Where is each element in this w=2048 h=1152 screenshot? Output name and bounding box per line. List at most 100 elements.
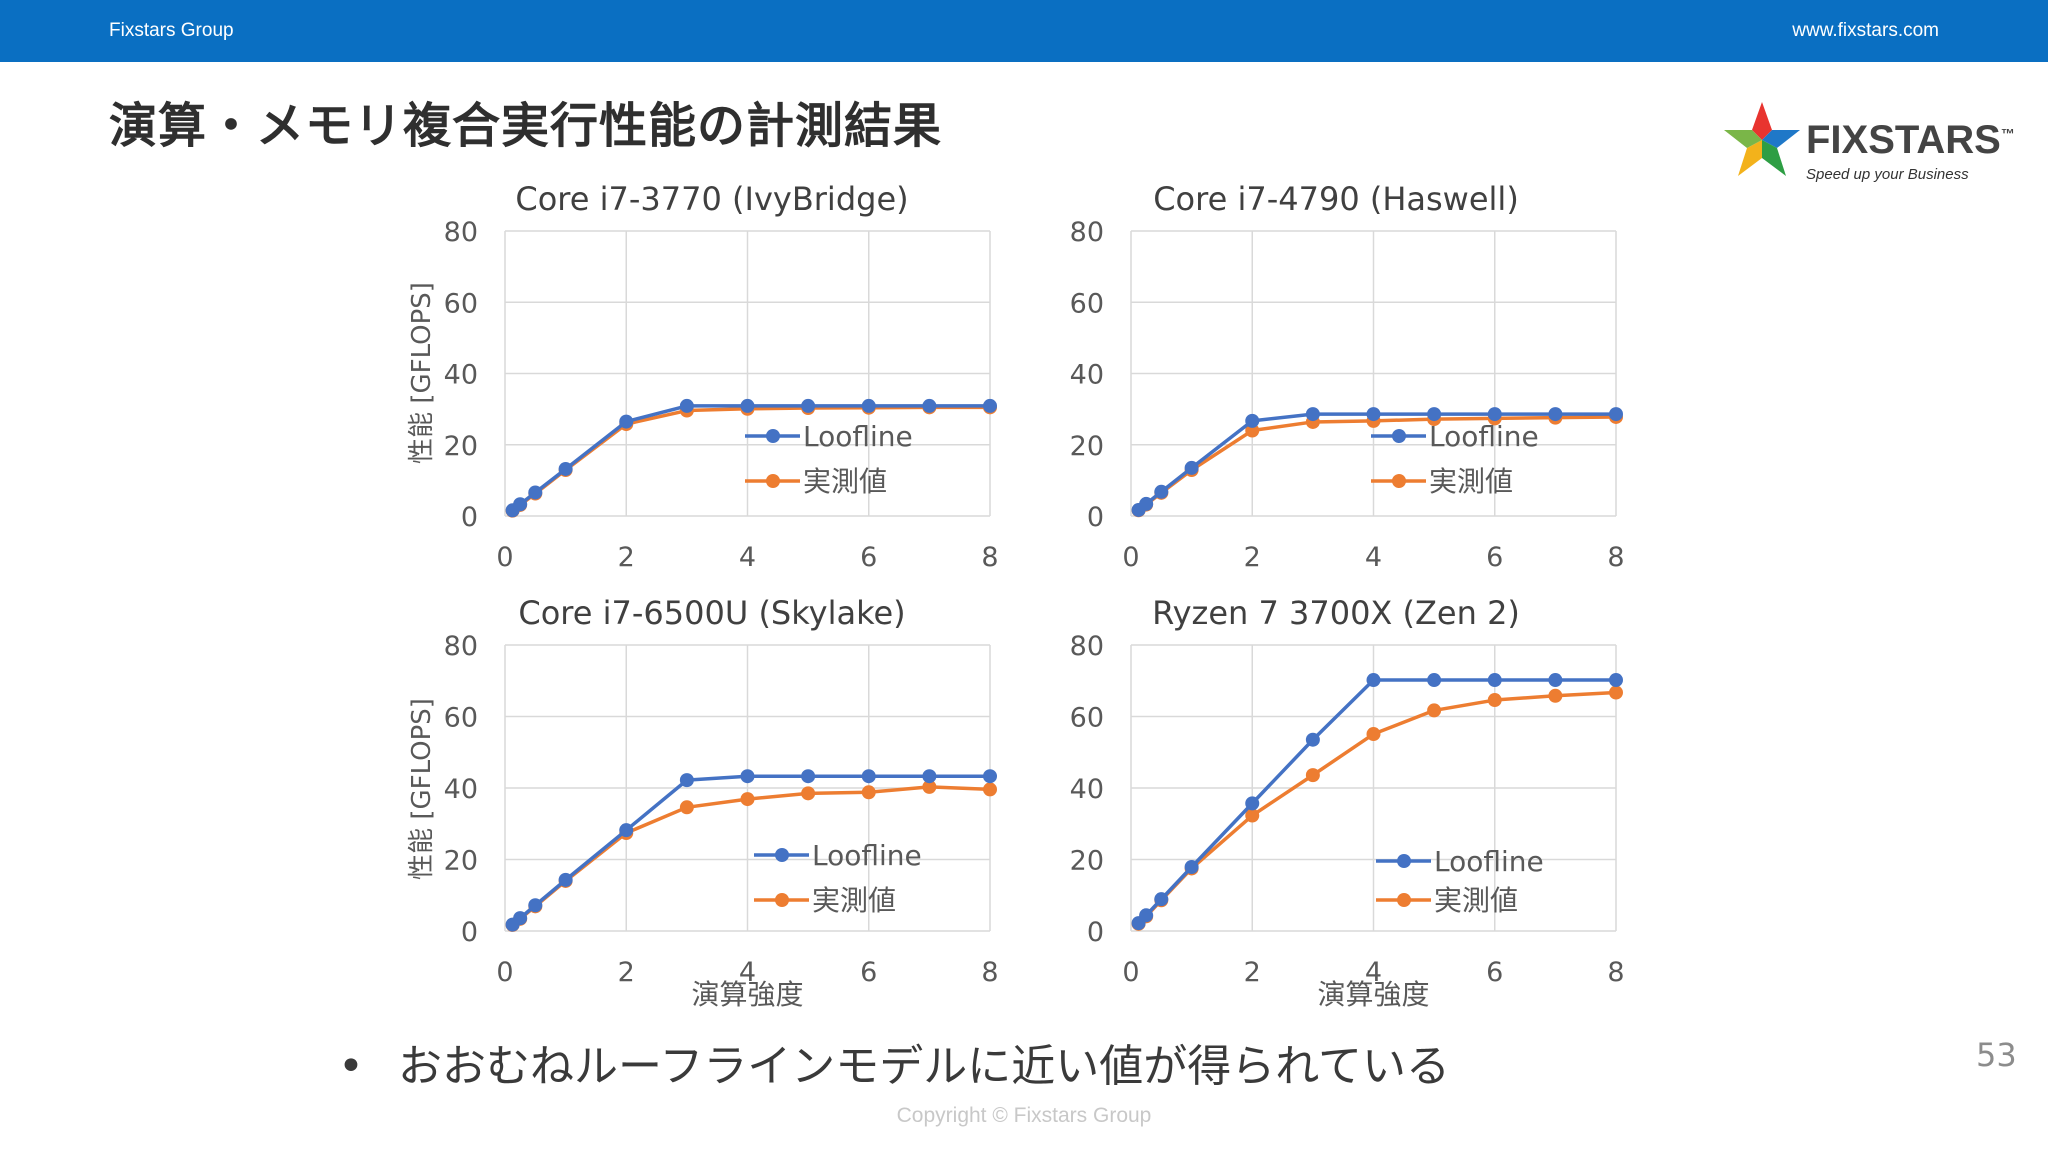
y-tick-label: 40 [1070,360,1104,391]
y-axis-label: 性能 [GFLOPS] [407,698,437,880]
legend-label: Loofline [812,839,922,872]
legend-marker [775,848,789,862]
x-tick-label: 6 [860,957,877,988]
data-point-roofline [983,398,997,413]
data-point-roofline [1184,860,1199,875]
chart-panel-2: 0 20 40 60 80 0 2 4 6 8 Core i7-4790 (Haswell) Loof… [1070,180,1625,573]
x-tick-label: 0 [496,957,513,988]
chart-title: Core i7-4790 (Haswell) [1153,180,1519,218]
copyright: Copyright © Fixstars Group [896,1104,1152,1127]
header-website[interactable]: www.fixstars.com [1792,20,1939,41]
legend-label: Loofline [803,420,913,453]
chart-title: Core i7-6500U (Skylake) [518,594,905,632]
data-point-roofline [1245,413,1260,428]
data-point-measured [679,800,694,815]
fixstars-logo: FIXSTARS™ Speed up your Business [1722,96,2015,196]
x-tick-label: 8 [981,542,998,573]
x-axis-label: 演算強度 [1317,978,1429,1011]
y-tick-label: 60 [444,288,478,319]
legend-marker [766,474,780,488]
y-tick-label: 0 [461,917,478,948]
legend-label: Loofline [1429,420,1539,453]
data-point-roofline [1305,407,1320,422]
data-point-roofline [528,485,543,500]
legend-marker [1397,854,1411,868]
data-point-roofline [1366,407,1381,422]
data-point-roofline [619,823,634,838]
data-point-measured [922,779,937,794]
y-tick-label: 80 [1070,217,1104,248]
data-point-measured [1609,685,1623,700]
y-tick-label: 20 [444,846,478,877]
data-point-roofline [1305,732,1320,747]
x-axis-label: 演算強度 [691,978,803,1011]
series-line-measured [1137,415,1617,512]
chart-title: Core i7-3770 (IvyBridge) [515,180,908,218]
x-tick-label: 8 [1607,957,1624,988]
y-tick-label: 60 [444,703,478,734]
legend-marker [1392,474,1406,488]
x-tick-label: 2 [1244,542,1261,573]
x-tick-label: 0 [1122,542,1139,573]
data-point-measured [1245,808,1260,823]
y-tick-label: 20 [444,431,478,462]
data-point-measured [1487,693,1502,708]
chart-panel-4: 0 20 40 60 80 0 2 4 6 8 Ryzen 7 3700X (Zen 2) 演算強度 L… [1070,594,1625,1011]
y-axis-label: 性能 [GFLOPS] [407,282,437,464]
data-point-roofline [1184,460,1199,475]
data-point-roofline [513,911,528,926]
legend-marker [1397,893,1411,907]
data-point-roofline [922,769,937,784]
header-bar: Fixstars Group www.fixstars.com [0,0,2048,62]
data-point-roofline [1487,407,1502,422]
legend-label: 実測値 [812,884,896,917]
x-tick-label: 8 [981,957,998,988]
data-point-roofline [922,398,937,413]
series-line-measured [1137,690,1617,926]
data-point-roofline [1548,407,1563,422]
legend-marker [1392,429,1406,443]
legend-marker [775,893,789,907]
data-point-measured [983,782,997,797]
legend-label: 実測値 [1434,884,1518,917]
data-point-roofline [1245,796,1260,811]
x-tick-label: 4 [739,542,756,573]
data-point-roofline [528,898,543,913]
y-tick-label: 0 [461,502,478,533]
y-tick-label: 80 [444,217,478,248]
star-logo-icon [1724,102,1800,176]
legend-label: 実測値 [803,465,887,498]
header-company-name: Fixstars Group [109,20,234,41]
data-point-roofline [513,497,528,512]
data-point-measured [1245,423,1260,438]
data-point-roofline [983,769,997,784]
data-point-roofline [861,398,876,413]
data-point-roofline [1366,673,1381,688]
data-point-roofline [558,461,573,476]
data-point-roofline [1139,908,1154,923]
x-tick-label: 8 [1607,542,1624,573]
data-point-roofline [1609,407,1623,422]
data-point-roofline [679,773,694,788]
data-point-roofline [679,398,694,413]
y-tick-label: 80 [444,631,478,662]
series-line-measured [511,405,990,513]
data-point-roofline [740,769,755,784]
y-tick-label: 40 [444,774,478,805]
data-point-measured [801,786,816,801]
legend-label: 実測値 [1429,465,1513,498]
data-point-measured [861,785,876,800]
y-tick-label: 20 [1070,431,1104,462]
page-number: 53 [1976,1036,2017,1074]
data-point-measured [1366,727,1381,742]
x-tick-label: 0 [496,542,513,573]
data-point-roofline [1609,673,1623,688]
data-point-roofline [1154,484,1169,499]
data-point-measured [1548,688,1563,703]
x-tick-label: 4 [739,957,756,988]
slide-title: 演算・メモリ複合実行性能の計測結果 [109,98,943,154]
y-tick-label: 0 [1087,917,1104,948]
y-tick-label: 60 [1070,703,1104,734]
logo-wordmark: FIXSTARS™ [1806,118,2015,162]
